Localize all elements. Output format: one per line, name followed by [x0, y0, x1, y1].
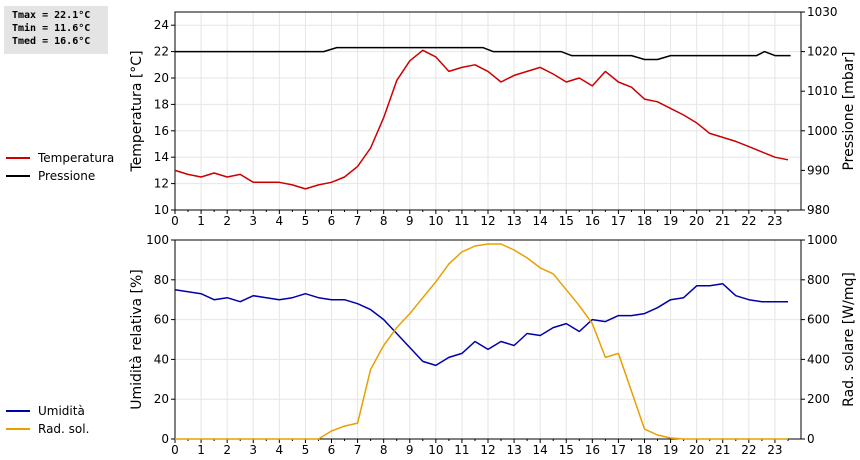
x-tick-label: 15	[559, 214, 574, 228]
stats-box: Tmax = 22.1°C Tmin = 11.6°C Tmed = 16.6°…	[4, 6, 108, 54]
series-line-rad-sol	[175, 243, 788, 440]
x-tick-label: 6	[328, 214, 336, 228]
series-line-umidit	[174, 283, 788, 367]
x-tick-label: 16	[585, 443, 600, 457]
x-tick-label: 8	[380, 443, 388, 457]
y-left-tick-label: 24	[154, 18, 169, 32]
y-left-tick-label: 16	[154, 124, 169, 138]
y-right-tick-label: 1020	[807, 45, 838, 59]
x-tick-label: 12	[480, 443, 495, 457]
y-right-axis-title: Rad. solare [W/mq]	[841, 272, 857, 407]
y-right-tick-label: 1010	[807, 84, 838, 98]
x-tick-label: 17	[611, 214, 626, 228]
y-right-tick-label: 600	[807, 313, 830, 327]
y-left-tick-label: 80	[154, 273, 169, 287]
x-tick-label: 10	[428, 443, 443, 457]
x-tick-label: 1	[197, 214, 205, 228]
x-tick-label: 13	[506, 214, 521, 228]
y-right-tick-label: 1000	[807, 233, 838, 247]
x-tick-label: 14	[533, 443, 548, 457]
series-line-temperatura	[174, 49, 789, 190]
x-tick-label: 22	[741, 214, 756, 228]
x-tick-label: 20	[689, 443, 704, 457]
x-tick-label: 17	[611, 443, 626, 457]
y-right-tick-label: 800	[807, 273, 830, 287]
x-tick-label: 11	[454, 214, 469, 228]
legend-label: Umidità	[38, 404, 85, 418]
x-tick-label: 19	[663, 214, 678, 228]
x-tick-label: 6	[328, 443, 336, 457]
x-tick-label: 16	[585, 214, 600, 228]
y-left-tick-label: 0	[161, 432, 169, 446]
x-tick-label: 3	[249, 214, 257, 228]
x-tick-label: 7	[354, 214, 362, 228]
x-tick-label: 18	[637, 443, 652, 457]
legend-label: Rad. sol.	[38, 422, 89, 436]
stat-tmin: Tmin = 11.6°C	[12, 23, 91, 34]
y-left-tick-label: 12	[154, 177, 169, 191]
stat-tmax: Tmax = 22.1°C	[12, 10, 91, 21]
x-tick-label: 21	[715, 214, 730, 228]
y-left-tick-label: 14	[154, 150, 169, 164]
x-tick-label: 13	[506, 443, 521, 457]
x-tick-label: 22	[741, 443, 756, 457]
y-left-axis-title: Umidità relativa [%]	[129, 269, 145, 410]
y-right-axis-title: Pressione [mbar]	[841, 51, 857, 170]
y-right-tick-label: 980	[807, 203, 830, 217]
x-tick-label: 19	[663, 443, 678, 457]
x-tick-label: 9	[406, 214, 414, 228]
x-tick-label: 3	[249, 443, 257, 457]
x-tick-label: 5	[302, 214, 310, 228]
x-tick-label: 12	[480, 214, 495, 228]
y-right-tick-label: 0	[807, 432, 815, 446]
y-left-tick-label: 20	[154, 71, 169, 85]
chart-panel-2: 0 1 2 3 4 5 6 7 8 9 10 11 12 13 14 15 16 17 18 19 20 21 22 2302…	[6, 233, 857, 457]
y-right-tick-label: 990	[807, 163, 830, 177]
x-tick-label: 0	[171, 214, 179, 228]
y-right-tick-label: 400	[807, 352, 830, 366]
stat-tmed: Tmed = 16.6°C	[12, 36, 91, 47]
plot-frame	[174, 239, 802, 440]
y-left-tick-label: 40	[154, 352, 169, 366]
chart-panel-1: 0 1 2 3 4 5 6 7 8 9 10 11 12 13 14 15 16 17 18 19 20 21 22 2310…	[6, 5, 857, 228]
y-right-tick-label: 1000	[807, 124, 838, 138]
x-tick-label: 2	[223, 443, 231, 457]
plot-frame	[174, 11, 802, 211]
y-left-tick-label: 10	[154, 203, 169, 217]
x-tick-label: 9	[406, 443, 414, 457]
x-tick-label: 4	[276, 443, 284, 457]
x-tick-label: 11	[454, 443, 469, 457]
x-tick-label: 7	[354, 443, 362, 457]
legend-label: Temperatura	[37, 151, 114, 165]
y-left-tick-label: 100	[146, 233, 169, 247]
x-tick-label: 15	[559, 443, 574, 457]
x-tick-label: 8	[380, 214, 388, 228]
legend-label: Pressione	[38, 169, 95, 183]
y-left-tick-label: 20	[154, 392, 169, 406]
x-tick-label: 4	[276, 214, 284, 228]
x-tick-label: 21	[715, 443, 730, 457]
y-left-tick-label: 22	[154, 45, 169, 59]
x-tick-label: 1	[197, 443, 205, 457]
y-left-tick-label: 18	[154, 97, 169, 111]
x-tick-label: 23	[767, 214, 782, 228]
x-tick-label: 2	[223, 214, 231, 228]
x-tick-label: 18	[637, 214, 652, 228]
x-tick-label: 5	[302, 443, 310, 457]
y-right-tick-label: 200	[807, 392, 830, 406]
y-left-axis-title: Temperatura [°C]	[129, 50, 145, 172]
x-tick-label: 0	[171, 443, 179, 457]
x-tick-label: 14	[533, 214, 548, 228]
y-left-tick-label: 60	[154, 313, 169, 327]
x-tick-label: 23	[767, 443, 782, 457]
x-tick-label: 10	[428, 214, 443, 228]
series-line-pressione	[175, 46, 791, 61]
x-tick-label: 20	[689, 214, 704, 228]
y-right-tick-label: 1030	[807, 5, 838, 19]
